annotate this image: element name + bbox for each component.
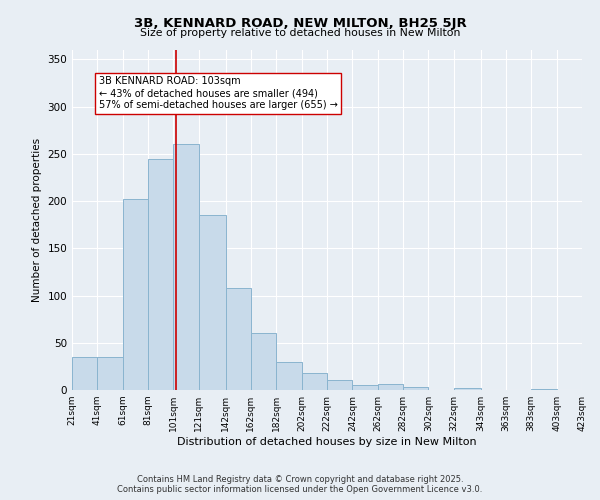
Bar <box>352 386 378 390</box>
Y-axis label: Number of detached properties: Number of detached properties <box>32 138 42 302</box>
X-axis label: Distribution of detached houses by size in New Milton: Distribution of detached houses by size … <box>177 437 477 447</box>
Text: Size of property relative to detached houses in New Milton: Size of property relative to detached ho… <box>140 28 460 38</box>
Bar <box>123 199 148 390</box>
Text: Contains HM Land Registry data © Crown copyright and database right 2025.
Contai: Contains HM Land Registry data © Crown c… <box>118 474 482 494</box>
Bar <box>276 362 302 390</box>
Bar <box>327 380 352 390</box>
Text: 3B KENNARD ROAD: 103sqm
← 43% of detached houses are smaller (494)
57% of semi-d: 3B KENNARD ROAD: 103sqm ← 43% of detache… <box>98 76 338 110</box>
Bar <box>251 334 276 390</box>
Bar <box>226 288 251 390</box>
Bar <box>378 384 403 390</box>
Bar <box>97 357 123 390</box>
Bar <box>302 373 327 390</box>
Text: 3B, KENNARD ROAD, NEW MILTON, BH25 5JR: 3B, KENNARD ROAD, NEW MILTON, BH25 5JR <box>134 18 466 30</box>
Bar <box>454 388 481 390</box>
Bar <box>72 357 97 390</box>
Bar <box>531 389 557 390</box>
Bar <box>148 158 173 390</box>
Bar <box>403 387 428 390</box>
Bar <box>199 216 226 390</box>
Bar <box>173 144 199 390</box>
